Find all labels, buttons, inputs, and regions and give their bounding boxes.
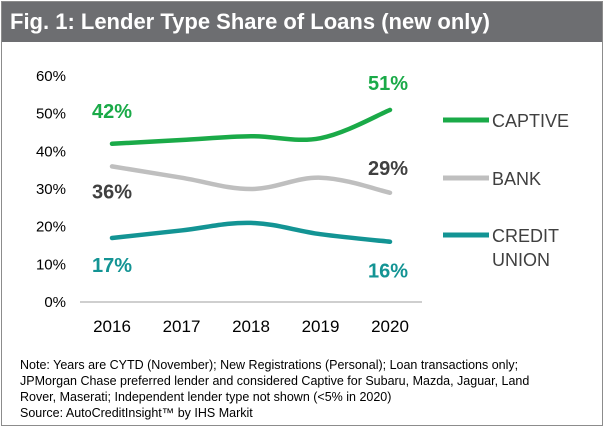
y-tick-label: 10% [36,256,66,273]
note-line: Rover, Maserati; Independent lender type… [20,390,392,404]
x-tick-label: 2016 [93,317,131,336]
source-line: Source: AutoCreditInsight™ by IHS Markit [20,406,253,420]
x-tick-label: 2018 [232,317,270,336]
legend-label: CAPTIVE [492,111,569,131]
data-label-captive: 51% [368,73,408,95]
series-line-bank [109,164,393,196]
legend-label: UNION [492,250,550,270]
data-label-captive: 42% [92,101,132,123]
x-tick-label: 2020 [371,317,409,336]
data-label-bank: 29% [368,158,408,180]
x-tick-label: 2019 [302,317,340,336]
data-label-bank: 36% [92,181,132,203]
legend-label: BANK [492,169,541,189]
series-line-credit-union [109,220,393,244]
figure-notes: Note: Years are CYTD (November); New Reg… [20,357,600,421]
note-line: Note: Years are CYTD (November); New Reg… [20,358,519,372]
legend-label: CREDIT [492,226,559,246]
y-tick-label: 30% [36,181,66,198]
y-tick-label: 60% [36,68,66,85]
y-tick-label: 50% [36,106,66,123]
x-tick-label: 2017 [163,317,201,336]
series-line-captive [109,107,393,147]
note-line: JPMorgan Chase preferred lender and cons… [20,374,530,388]
data-label-credit-union: 16% [368,261,408,283]
y-tick-label: 0% [44,294,66,311]
y-tick-label: 40% [36,143,66,160]
line-chart: 0% 10% 20% 30% 40% 50% 60% 2016 2017 2018 2019 2020… [36,68,569,336]
figure-title: Fig. 1: Lender Type Share of Loans (new … [2,2,602,42]
data-label-credit-union: 17% [92,255,132,277]
y-tick-label: 20% [36,219,66,236]
